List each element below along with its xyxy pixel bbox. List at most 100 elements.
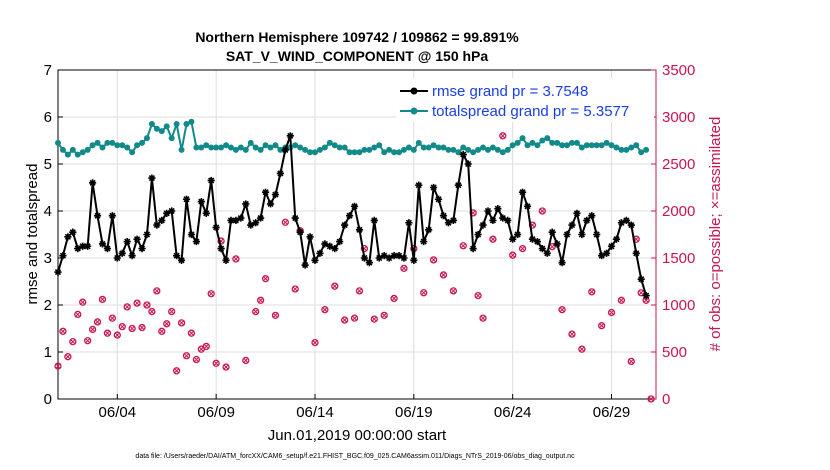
spread-point: [578, 144, 585, 151]
spread-point: [242, 146, 249, 153]
x-tick-label: 06/24: [494, 404, 532, 421]
obs-point: [222, 363, 230, 371]
y-tick-label-right: 1000: [662, 297, 695, 314]
spread-point: [188, 118, 195, 125]
spread-point: [435, 144, 442, 151]
rmse-point: [123, 237, 131, 246]
obs-possible-marker: [64, 353, 72, 361]
rmse-point: [523, 202, 532, 210]
obs-point: [242, 356, 250, 365]
obs-assimilated-marker: [124, 304, 130, 310]
rmse-point: [350, 202, 359, 210]
spread-point: [425, 144, 432, 151]
spread-point: [415, 139, 422, 146]
rmse-point: [390, 252, 398, 260]
rmse-point: [573, 209, 581, 217]
obs-assimilated-marker: [431, 257, 437, 263]
rmse-point: [439, 212, 448, 220]
spread-point: [143, 135, 150, 142]
rmse-point: [355, 226, 364, 234]
x-tick-label: 06/04: [99, 404, 137, 421]
obs-point: [88, 325, 97, 334]
rmse-point: [499, 214, 507, 222]
rmse-point: [232, 216, 240, 224]
obs-possible-marker: [291, 285, 299, 293]
spread-point: [568, 139, 575, 146]
obs-point: [79, 298, 87, 306]
rmse-point: [148, 174, 156, 182]
obs-possible-marker: [69, 338, 77, 346]
obs-assimilated-marker: [179, 320, 185, 326]
obs-assimilated-marker: [559, 307, 565, 313]
obs-possible-marker: [617, 296, 626, 304]
legend-rmse-label: rmse grand pr = 3.7548: [432, 83, 588, 100]
spread-point: [391, 149, 398, 156]
obs-assimilated-marker: [608, 309, 615, 316]
rmse-point: [93, 212, 102, 220]
y-tick-label-right: 3500: [662, 62, 695, 79]
legend-box: [396, 78, 654, 122]
rmse-point: [533, 237, 541, 246]
x-tick-label: 06/29: [593, 404, 631, 421]
obs-assimilated-marker: [188, 330, 194, 336]
spread-point: [59, 146, 66, 153]
obs-possible-marker: [59, 327, 67, 335]
obs-point: [261, 275, 270, 283]
obs-possible-marker: [108, 314, 117, 322]
obs-assimilated-marker: [213, 360, 219, 366]
obs-possible-marker: [93, 318, 102, 326]
obs-possible-marker: [459, 242, 467, 250]
spread-point: [104, 139, 111, 146]
rmse-point: [410, 256, 418, 264]
spread-point: [608, 142, 615, 149]
obs-assimilated-marker: [643, 297, 649, 303]
obs-possible-marker: [252, 307, 260, 316]
spread-point: [489, 144, 496, 151]
obs-point: [597, 322, 606, 330]
rmse-point: [281, 146, 289, 154]
rmse-point: [598, 252, 606, 260]
rmse-point: [321, 240, 329, 248]
obs-assimilated-marker: [475, 293, 481, 299]
obs-point: [54, 362, 62, 370]
obs-possible-marker: [148, 307, 156, 316]
rmse-point: [415, 181, 423, 189]
rmse-point: [227, 216, 235, 224]
spread-point: [277, 146, 284, 153]
obs-assimilated-marker: [539, 208, 545, 214]
obs-point: [192, 355, 201, 364]
spread-point: [366, 146, 373, 153]
spread-point: [430, 142, 437, 149]
obs-point: [588, 288, 596, 296]
rmse-point: [474, 230, 482, 239]
obs-assimilated-marker: [149, 309, 155, 315]
rmse-point: [430, 183, 438, 192]
obs-assimilated-marker: [94, 319, 101, 325]
obs-possible-marker: [627, 357, 635, 366]
rmse-point: [627, 221, 635, 229]
rmse-point: [548, 228, 556, 236]
obs-possible-marker: [340, 316, 349, 324]
obs-point: [212, 359, 220, 367]
obs-possible-marker: [479, 314, 487, 322]
obs-assimilated-marker: [332, 283, 338, 289]
obs-possible-marker: [172, 367, 181, 375]
spread-point: [549, 139, 556, 146]
y-axis-left: 0 1 2 3 4 5 6 7: [44, 62, 63, 408]
spread-point: [124, 144, 131, 151]
obs-possible-marker: [177, 319, 186, 327]
obs-point: [252, 307, 260, 316]
obs-possible-marker: [400, 264, 408, 272]
rmse-point: [163, 209, 171, 217]
obs-possible-marker: [321, 306, 329, 314]
obs-point: [627, 357, 635, 366]
obs-point: [568, 330, 576, 338]
obs-possible-marker: [202, 342, 210, 351]
rmse-point: [479, 221, 487, 229]
obs-assimilated-marker: [164, 321, 170, 327]
spread-point: [321, 144, 328, 151]
rmse-point: [301, 261, 309, 269]
obs-point: [538, 207, 546, 215]
spread-point: [480, 144, 487, 151]
chart-title: Northern Hemisphere 109742 / 109862 = 99…: [195, 29, 519, 45]
